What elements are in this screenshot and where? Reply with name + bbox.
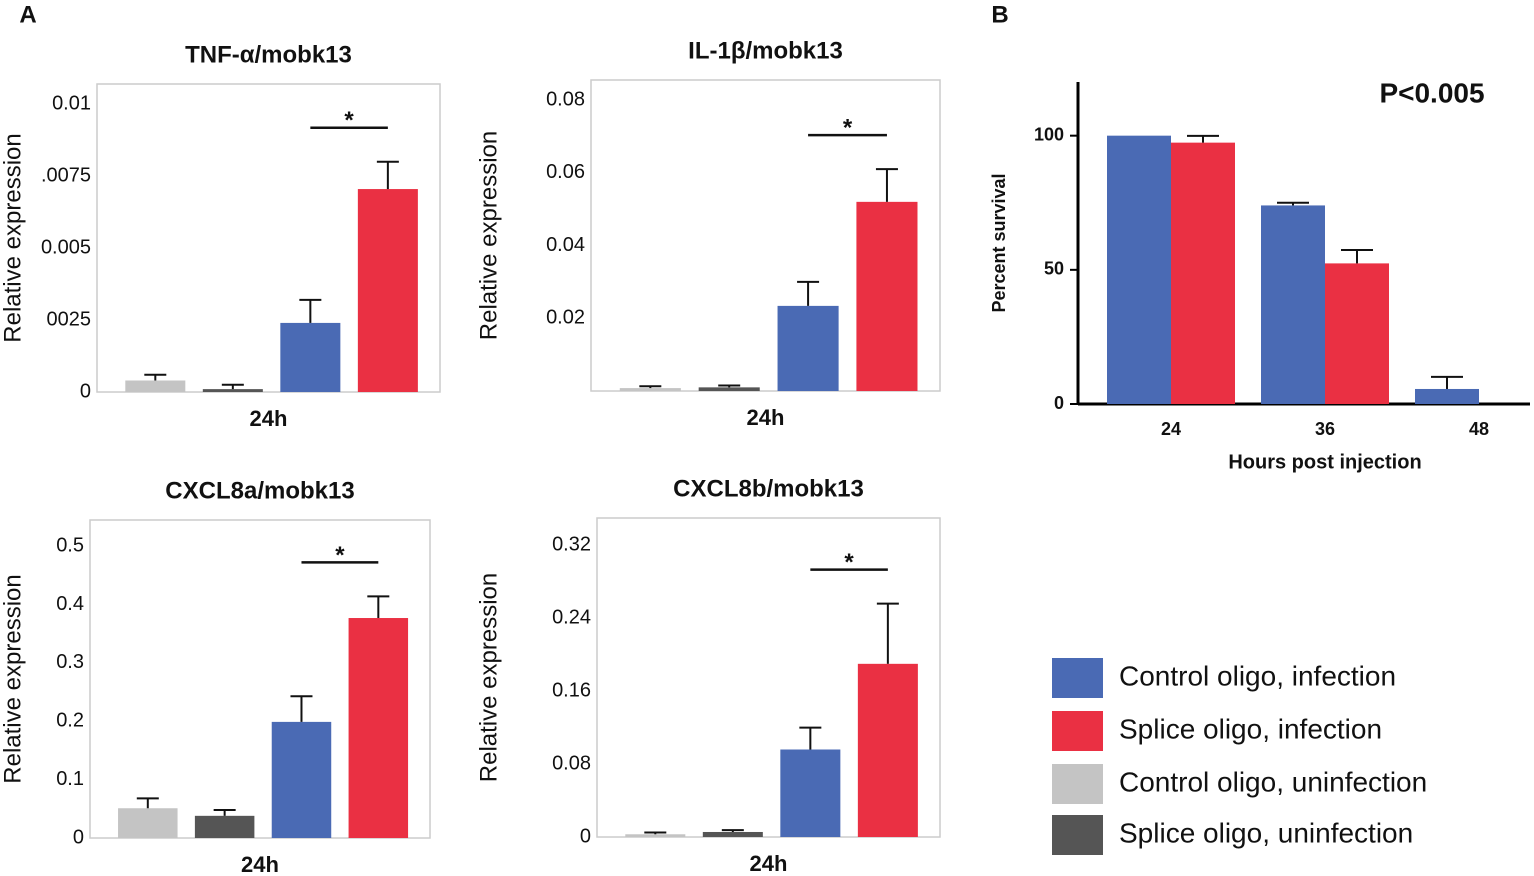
x-tick-label: 24	[1161, 419, 1181, 439]
y-tick-label: 0.04	[546, 234, 585, 256]
x-tick-label: 24h	[241, 852, 279, 876]
bar	[271, 721, 332, 838]
plot-frame	[96, 83, 441, 393]
x-tick-label: 48	[1469, 419, 1489, 439]
annotation: P<0.005	[1379, 77, 1484, 108]
x-tick-label: 24h	[250, 406, 288, 431]
plot-frame	[590, 79, 941, 392]
y-tick-label: 0.08	[552, 752, 591, 774]
legend-label: Splice oligo, infection	[1119, 713, 1382, 744]
y-tick-label: 0.3	[56, 651, 84, 673]
bar	[1107, 135, 1171, 404]
plot-frame	[89, 519, 431, 839]
y-tick-label: 0025	[47, 308, 92, 330]
bar	[1261, 205, 1325, 404]
y-axis-label: Percent survival	[989, 173, 1009, 312]
y-tick-label: 0.32	[552, 534, 591, 556]
bar	[702, 831, 763, 837]
y-tick-label: 50	[1044, 259, 1064, 279]
bar	[780, 749, 841, 837]
y-tick-label: 0	[73, 826, 84, 848]
bar	[125, 380, 186, 392]
bar	[118, 808, 178, 838]
y-axis-label: Relative expression	[0, 133, 26, 342]
x-tick-label: 36	[1315, 419, 1335, 439]
bar	[856, 201, 918, 391]
legend-swatch	[1052, 815, 1103, 855]
y-tick-label: 0.4	[56, 593, 84, 615]
y-tick-label: 0.2	[56, 710, 84, 732]
y-tick-label: 0.5	[56, 535, 84, 557]
chart-title: CXCL8a/mobk13	[165, 477, 354, 504]
panel-label: B	[991, 1, 1008, 28]
bar	[619, 388, 681, 391]
bar	[194, 815, 255, 838]
y-axis-label: Relative expression	[475, 131, 502, 340]
chart-title: IL-1β/mobk13	[688, 37, 843, 64]
y-tick-label: 0.06	[546, 161, 585, 183]
y-tick-label: 0.08	[546, 88, 585, 110]
bar	[1171, 142, 1235, 405]
bar	[625, 834, 686, 837]
y-tick-label: 100	[1034, 124, 1064, 144]
significance-label: *	[844, 549, 854, 576]
chart-title: TNF-α/mobk13	[185, 41, 352, 68]
bar	[202, 389, 263, 392]
y-tick-label: 0.005	[41, 236, 91, 258]
y-tick-label: 0.02	[546, 307, 585, 329]
bar	[1415, 388, 1479, 404]
bar	[1325, 263, 1389, 404]
bar	[348, 618, 409, 838]
y-tick-label: .0075	[41, 164, 91, 186]
y-tick-label: 0.24	[552, 607, 591, 629]
legend-swatch	[1052, 658, 1103, 698]
x-axis-label: Hours post injection	[1228, 451, 1421, 473]
panel-label: A	[19, 1, 36, 28]
bar	[698, 387, 760, 391]
bar	[857, 663, 918, 837]
y-tick-label: 0.1	[56, 768, 84, 790]
chart-title: CXCL8b/mobk13	[673, 475, 864, 502]
significance-label: *	[344, 107, 354, 134]
x-tick-label: 24h	[750, 851, 788, 876]
legend-swatch	[1052, 764, 1103, 804]
bar	[777, 305, 839, 391]
y-tick-label: 0	[1054, 393, 1064, 413]
y-tick-label: 0	[580, 825, 591, 847]
plot-frame	[596, 517, 941, 838]
y-tick-label: 0	[80, 380, 91, 402]
significance-label: *	[843, 114, 853, 141]
legend-label: Control oligo, infection	[1119, 660, 1396, 691]
bar	[280, 322, 341, 392]
y-tick-label: 0.16	[552, 679, 591, 701]
y-axis-label: Relative expression	[475, 573, 502, 782]
bar	[357, 189, 418, 392]
legend-label: Control oligo, uninfection	[1119, 766, 1427, 797]
legend-label: Splice oligo, uninfection	[1119, 817, 1413, 848]
x-tick-label: 24h	[747, 405, 785, 430]
y-tick-label: 0.01	[52, 92, 91, 114]
legend-swatch	[1052, 711, 1103, 751]
y-axis-label: Relative expression	[0, 574, 26, 783]
significance-label: *	[335, 542, 345, 569]
